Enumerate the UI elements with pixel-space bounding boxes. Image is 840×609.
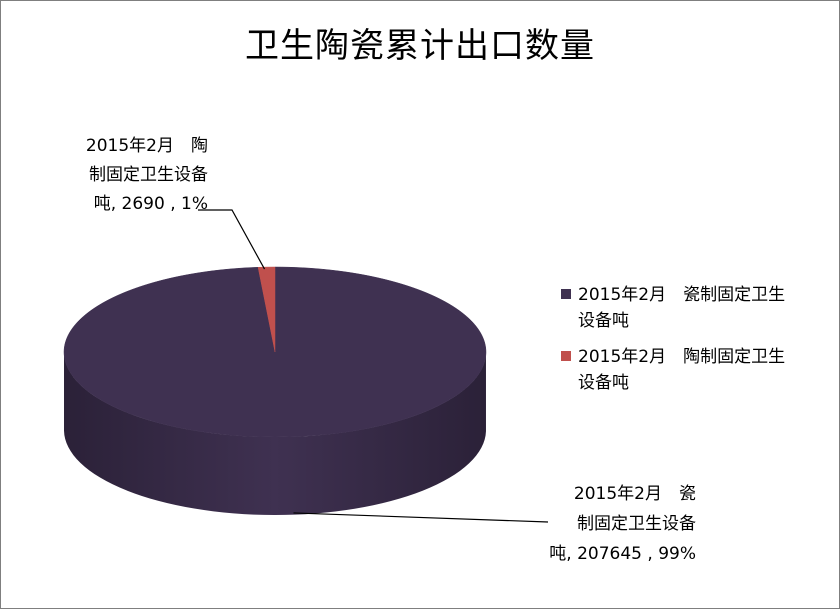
data-label-text: 制固定卫生设备 [89,165,208,185]
legend-label: 2015年2月 陶制固定卫生 [578,347,785,367]
leader-line [198,209,266,270]
data-label-text: 2015年2月 瓷 [574,484,696,504]
leader-line [293,512,549,523]
pie-slice-side [64,352,486,516]
data-label-text: 吨, 207645 , 99% [549,544,696,564]
data-label-text: 制固定卫生设备 [577,514,696,534]
data-label-text: 2015年2月 陶 [86,136,208,156]
pie-layer [63,266,487,516]
legend-swatch [561,289,571,299]
legend-label: 2015年2月 瓷制固定卫生 [578,285,785,305]
legend-label: 设备吨 [578,311,629,331]
chart-title: 卫生陶瓷累计出口数量 [245,26,595,66]
legend-swatch [561,351,571,361]
legend-label: 设备吨 [578,373,629,393]
pie-slice [257,266,276,353]
data-label-text: 吨, 2690 , 1% [94,194,208,214]
